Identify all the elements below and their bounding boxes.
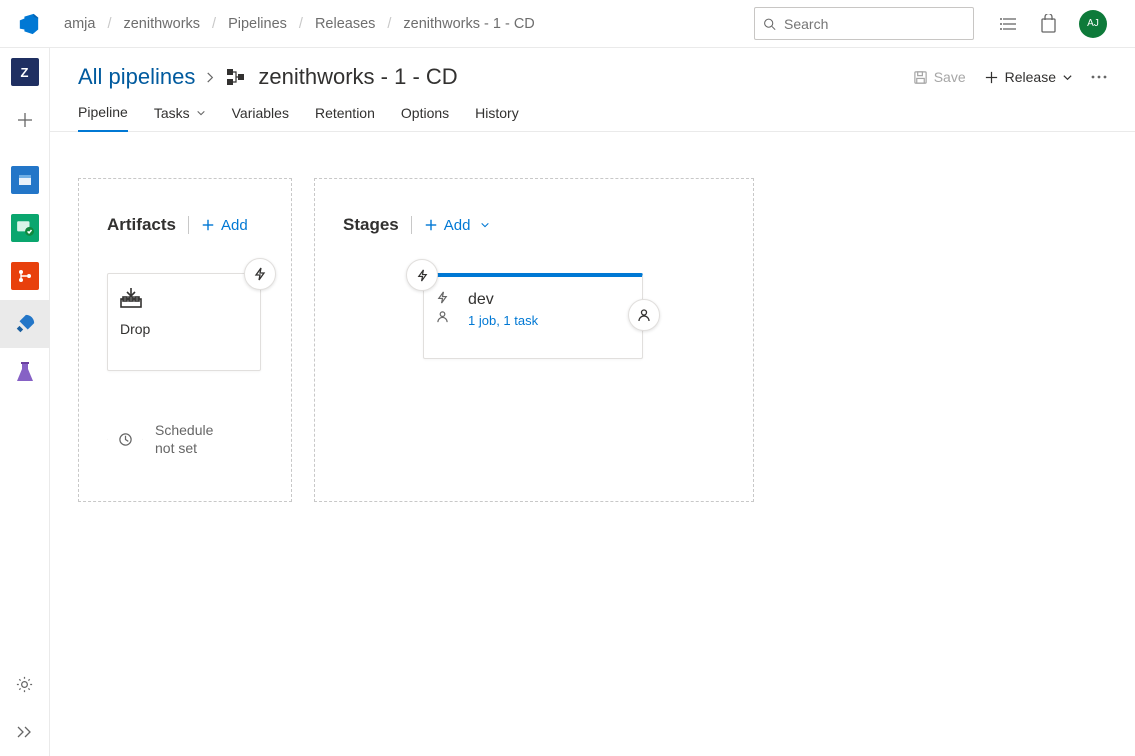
pipeline-canvas: Artifacts Add — [50, 132, 1135, 548]
search-icon — [763, 17, 776, 31]
breadcrumb: amja / zenithworks / Pipelines / Release… — [58, 16, 535, 32]
plus-icon — [16, 111, 34, 129]
clock-hexagon-icon — [107, 421, 143, 457]
azure-devops-logo[interactable] — [8, 13, 58, 35]
gear-icon — [15, 675, 34, 694]
divider — [188, 216, 189, 234]
chevron-right-icon — [205, 72, 216, 83]
tab-label: Variables — [232, 105, 289, 121]
tab-options[interactable]: Options — [401, 105, 449, 131]
save-icon — [913, 70, 928, 85]
rocket-icon — [14, 313, 36, 335]
pipeline-title-text: zenithworks - 1 - CD — [258, 64, 457, 90]
avatar-initials: AJ — [1087, 18, 1099, 29]
lightning-icon — [416, 269, 429, 282]
release-button[interactable]: Release — [984, 69, 1073, 85]
plus-icon — [424, 218, 438, 232]
divider — [411, 216, 412, 234]
artifacts-title: Artifacts — [107, 215, 176, 235]
post-deploy-conditions-badge[interactable] — [628, 299, 660, 331]
add-artifact-button[interactable]: Add — [201, 217, 248, 234]
save-button: Save — [913, 69, 966, 85]
nav-test[interactable] — [0, 348, 50, 396]
chevron-double-right-icon — [16, 725, 34, 739]
tab-label: Options — [401, 105, 449, 121]
tab-retention[interactable]: Retention — [315, 105, 375, 131]
chevron-down-icon — [196, 108, 206, 118]
more-icon — [1091, 75, 1107, 79]
schedule-text: Schedule not set — [155, 421, 235, 457]
nav-project[interactable]: Z — [0, 48, 50, 96]
artifacts-panel: Artifacts Add — [78, 178, 292, 502]
nav-boards[interactable] — [0, 156, 50, 204]
title-bar: All pipelines zenithworks - 1 - CD Save … — [50, 48, 1135, 90]
tab-label: Tasks — [154, 105, 190, 121]
stage-job-link[interactable]: 1 job, 1 task — [468, 313, 626, 328]
avatar[interactable]: AJ — [1079, 10, 1107, 38]
breadcrumb-item[interactable]: zenithworks — [123, 16, 200, 32]
plus-icon — [201, 218, 215, 232]
stages-panel: Stages Add — [314, 178, 754, 502]
add-label: Add — [221, 217, 248, 234]
plus-icon — [984, 70, 999, 85]
tab-label: Retention — [315, 105, 375, 121]
breadcrumb-separator: / — [299, 16, 303, 32]
nav-pipelines[interactable] — [0, 252, 50, 300]
person-icon — [436, 310, 449, 323]
release-pipeline-icon — [226, 67, 246, 87]
build-artifact-icon — [120, 288, 142, 308]
breadcrumb-item[interactable]: zenithworks - 1 - CD — [403, 16, 534, 32]
nav-new[interactable] — [0, 96, 50, 144]
add-stage-button[interactable]: Add — [424, 217, 491, 234]
tab-strip: Pipeline Tasks Variables Retention Optio… — [50, 90, 1135, 132]
chevron-down-icon — [480, 220, 490, 230]
person-icon — [637, 308, 651, 322]
tab-history[interactable]: History — [475, 105, 519, 131]
flask-icon — [15, 361, 35, 383]
tab-label: Pipeline — [78, 104, 128, 120]
tab-label: History — [475, 105, 519, 121]
tab-variables[interactable]: Variables — [232, 105, 289, 131]
schedule-row[interactable]: Schedule not set — [107, 421, 263, 457]
breadcrumb-separator: / — [212, 16, 216, 32]
artifact-trigger-badge[interactable] — [244, 258, 276, 290]
stage-conditions-icons — [436, 291, 449, 323]
nav-collapse[interactable] — [0, 708, 50, 756]
breadcrumb-separator: / — [107, 16, 111, 32]
marketplace-icon[interactable] — [1040, 14, 1057, 33]
all-pipelines-link[interactable]: All pipelines — [78, 64, 195, 90]
stages-title: Stages — [343, 215, 399, 235]
pre-deploy-conditions-badge[interactable] — [406, 259, 438, 291]
add-label: Add — [444, 217, 471, 234]
stage-name: dev — [468, 291, 626, 309]
lightning-icon — [436, 291, 449, 304]
nav-settings[interactable] — [0, 660, 50, 708]
pipeline-title: zenithworks - 1 - CD — [226, 64, 457, 90]
tab-tasks[interactable]: Tasks — [154, 105, 206, 131]
artifact-card[interactable]: Drop — [107, 273, 261, 371]
main: All pipelines zenithworks - 1 - CD Save … — [50, 48, 1135, 756]
search-input[interactable] — [784, 16, 965, 32]
topbar: amja / zenithworks / Pipelines / Release… — [0, 0, 1135, 48]
artifact-name: Drop — [120, 321, 248, 337]
tab-pipeline[interactable]: Pipeline — [78, 104, 128, 132]
search-box[interactable] — [754, 7, 974, 40]
breadcrumb-item[interactable]: Releases — [315, 16, 375, 32]
save-label: Save — [934, 69, 966, 85]
more-button[interactable] — [1091, 75, 1107, 79]
clock-icon — [118, 432, 133, 447]
lightning-icon — [253, 267, 267, 281]
breadcrumb-separator: / — [387, 16, 391, 32]
stage-card[interactable]: dev 1 job, 1 task — [423, 273, 643, 359]
chevron-down-icon — [1062, 72, 1073, 83]
release-label: Release — [1005, 69, 1056, 85]
list-icon[interactable] — [1000, 15, 1018, 33]
left-nav: Z — [0, 48, 50, 756]
breadcrumb-item[interactable]: Pipelines — [228, 16, 287, 32]
breadcrumb-item[interactable]: amja — [64, 16, 95, 32]
nav-releases[interactable] — [0, 300, 50, 348]
nav-repos[interactable] — [0, 204, 50, 252]
